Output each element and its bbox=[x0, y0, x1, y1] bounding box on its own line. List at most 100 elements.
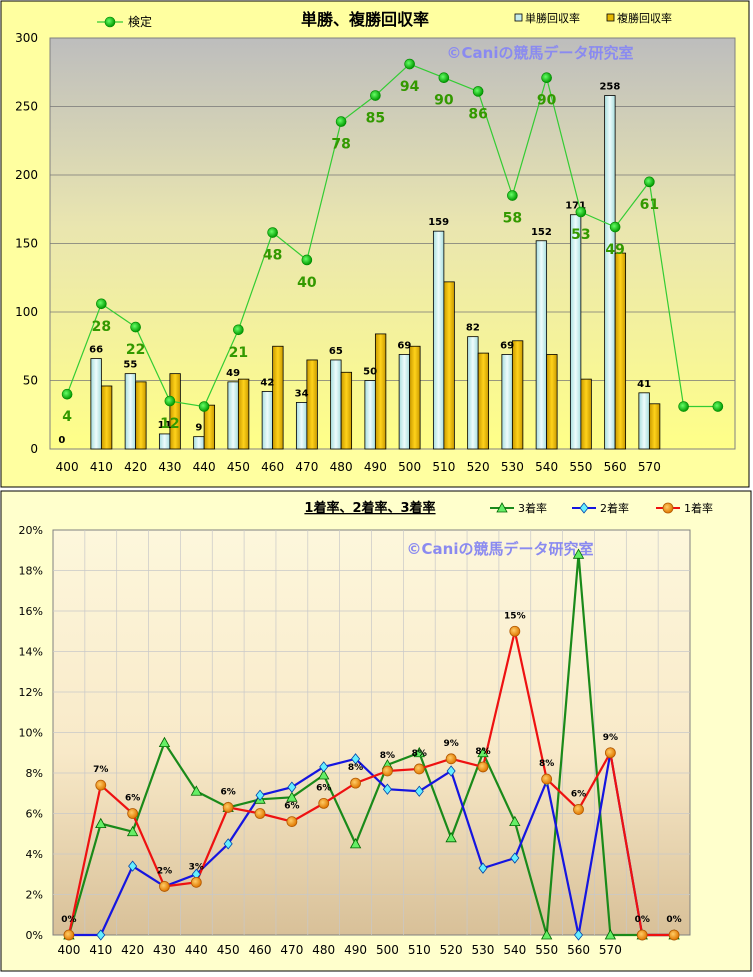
chart-title: 1着率、2着率、3着率 bbox=[304, 500, 435, 516]
x-tick-label: 460 bbox=[261, 460, 284, 474]
second-rate-point bbox=[478, 862, 488, 874]
placing-rate-chart: 0% 2% 4% 6% 8% 10% 12% 14% 16% 18% 20% 400 410 420 430… bbox=[0, 490, 753, 973]
second-rate-point bbox=[414, 785, 424, 797]
kentei-label: 90 bbox=[434, 93, 454, 109]
first-rate-label: 8% bbox=[348, 763, 363, 773]
bar-value-label: 69 bbox=[500, 340, 514, 351]
bar-value-label: 65 bbox=[329, 346, 343, 357]
third-rate-point bbox=[509, 815, 521, 827]
bar-tansho bbox=[569, 214, 582, 450]
bar-tansho bbox=[158, 433, 171, 450]
first-rate-point bbox=[573, 804, 584, 815]
x-tick-label: 510 bbox=[408, 943, 431, 957]
x-tick-label: 470 bbox=[295, 460, 318, 474]
first-rate-point bbox=[668, 929, 680, 941]
x-tick-label: 560 bbox=[567, 943, 590, 957]
kentei-point bbox=[130, 321, 141, 333]
x-tick-label: 430 bbox=[153, 943, 176, 957]
bar-tansho bbox=[227, 381, 239, 450]
y-tick-label: 0% bbox=[26, 929, 43, 942]
bar-tansho bbox=[193, 436, 205, 450]
first-rate-label: 6% bbox=[284, 802, 299, 812]
y-tick-label: 100 bbox=[15, 305, 38, 319]
kentei-point bbox=[575, 206, 587, 218]
first-rate-point bbox=[604, 747, 616, 759]
bar-tansho bbox=[467, 336, 479, 450]
kentei-label: 94 bbox=[400, 79, 420, 95]
first-rate-label: 7% bbox=[93, 765, 108, 775]
bar-value-label: 9 bbox=[195, 423, 202, 434]
x-tick-label: 530 bbox=[501, 460, 524, 474]
second-rate-point bbox=[255, 789, 265, 801]
watermark: ©Caniの競馬データ研究室 bbox=[447, 44, 634, 62]
x-tick-label: 450 bbox=[217, 943, 240, 957]
first-rate-point bbox=[382, 765, 393, 777]
bar-value-label: 258 bbox=[599, 82, 620, 93]
legend-kentei-label: 検定 bbox=[128, 14, 152, 29]
third-rate-point bbox=[95, 817, 107, 829]
y-tick-label: 6% bbox=[26, 808, 43, 821]
y-tick-label: 8% bbox=[26, 767, 43, 780]
y-tick-label: 20% bbox=[19, 524, 43, 537]
bar-fukusho bbox=[340, 371, 353, 450]
legend-fukusho-swatch bbox=[606, 13, 615, 22]
kentei-label: 28 bbox=[92, 319, 111, 335]
second-rate-point bbox=[128, 860, 138, 872]
third-rate-point bbox=[158, 736, 171, 748]
bar-value-label: 11 bbox=[158, 420, 172, 431]
third-rate-point bbox=[572, 548, 585, 559]
bar-value-label: 66 bbox=[89, 345, 103, 356]
kentei-point bbox=[541, 72, 552, 84]
kentei-label: 53 bbox=[571, 227, 590, 243]
kentei-point bbox=[164, 395, 176, 407]
placing-rate-chart-svg: 0% 2% 4% 6% 8% 10% 12% 14% 16% 18% 20% 400 410 420 430… bbox=[0, 490, 752, 972]
second-rate-point bbox=[287, 781, 297, 793]
kentei-point bbox=[96, 298, 107, 310]
first-rate-point bbox=[477, 761, 489, 773]
second-rate-point bbox=[446, 765, 456, 777]
bar-fukusho bbox=[306, 359, 318, 450]
first-rate-label: 6% bbox=[221, 787, 236, 797]
first-rate-label: 0% bbox=[61, 915, 76, 925]
x-tick-label: 550 bbox=[535, 943, 558, 957]
first-rate-point bbox=[318, 797, 330, 809]
bar-fukusho bbox=[203, 404, 216, 450]
kentei-label: 12 bbox=[160, 416, 179, 432]
bar-tansho bbox=[638, 392, 650, 450]
x-tick-label: 520 bbox=[467, 460, 490, 474]
legend-fukusho-label: 複勝回収率 bbox=[617, 11, 672, 25]
kentei-label: 4 bbox=[62, 409, 72, 425]
kentei-label: 78 bbox=[331, 137, 350, 153]
bar-tansho bbox=[432, 230, 445, 450]
first-rate-label: 2% bbox=[157, 866, 172, 876]
first-rate-label: 6% bbox=[571, 789, 586, 799]
y-tick-label: 0 bbox=[30, 442, 38, 456]
first-rate-point bbox=[222, 802, 234, 813]
bar-fukusho bbox=[580, 378, 592, 450]
x-tick-label: 480 bbox=[312, 943, 335, 957]
first-rate-point bbox=[445, 753, 457, 765]
third-rate-line bbox=[67, 554, 675, 937]
first-rate-label: 15% bbox=[504, 611, 526, 621]
first-rate-point bbox=[350, 777, 361, 789]
first-rate-label: 6% bbox=[316, 783, 331, 793]
x-tick-label: 470 bbox=[280, 943, 303, 957]
bar-value-label: 34 bbox=[295, 388, 309, 399]
bar-tansho bbox=[398, 354, 411, 450]
bar-value-label: 42 bbox=[260, 377, 274, 388]
x-tick-label: 490 bbox=[344, 943, 367, 957]
kentei-point bbox=[370, 90, 381, 101]
bar-tansho bbox=[501, 354, 513, 450]
bar-fukusho bbox=[272, 345, 284, 450]
kentei-label: 49 bbox=[605, 242, 624, 258]
legend-second-rate-label: 2着率 bbox=[600, 501, 629, 515]
x-tick-label: 570 bbox=[599, 943, 622, 957]
kentei-point bbox=[472, 86, 484, 97]
first-rate-point bbox=[413, 763, 425, 775]
first-rate-label: 8% bbox=[380, 751, 395, 761]
legend-first-rate-label: 1着率 bbox=[684, 501, 713, 515]
y-tick-label: 200 bbox=[15, 168, 38, 182]
kentei-point bbox=[198, 401, 210, 412]
bar-value-label: 82 bbox=[466, 323, 480, 334]
x-tick-label: 430 bbox=[158, 460, 181, 474]
